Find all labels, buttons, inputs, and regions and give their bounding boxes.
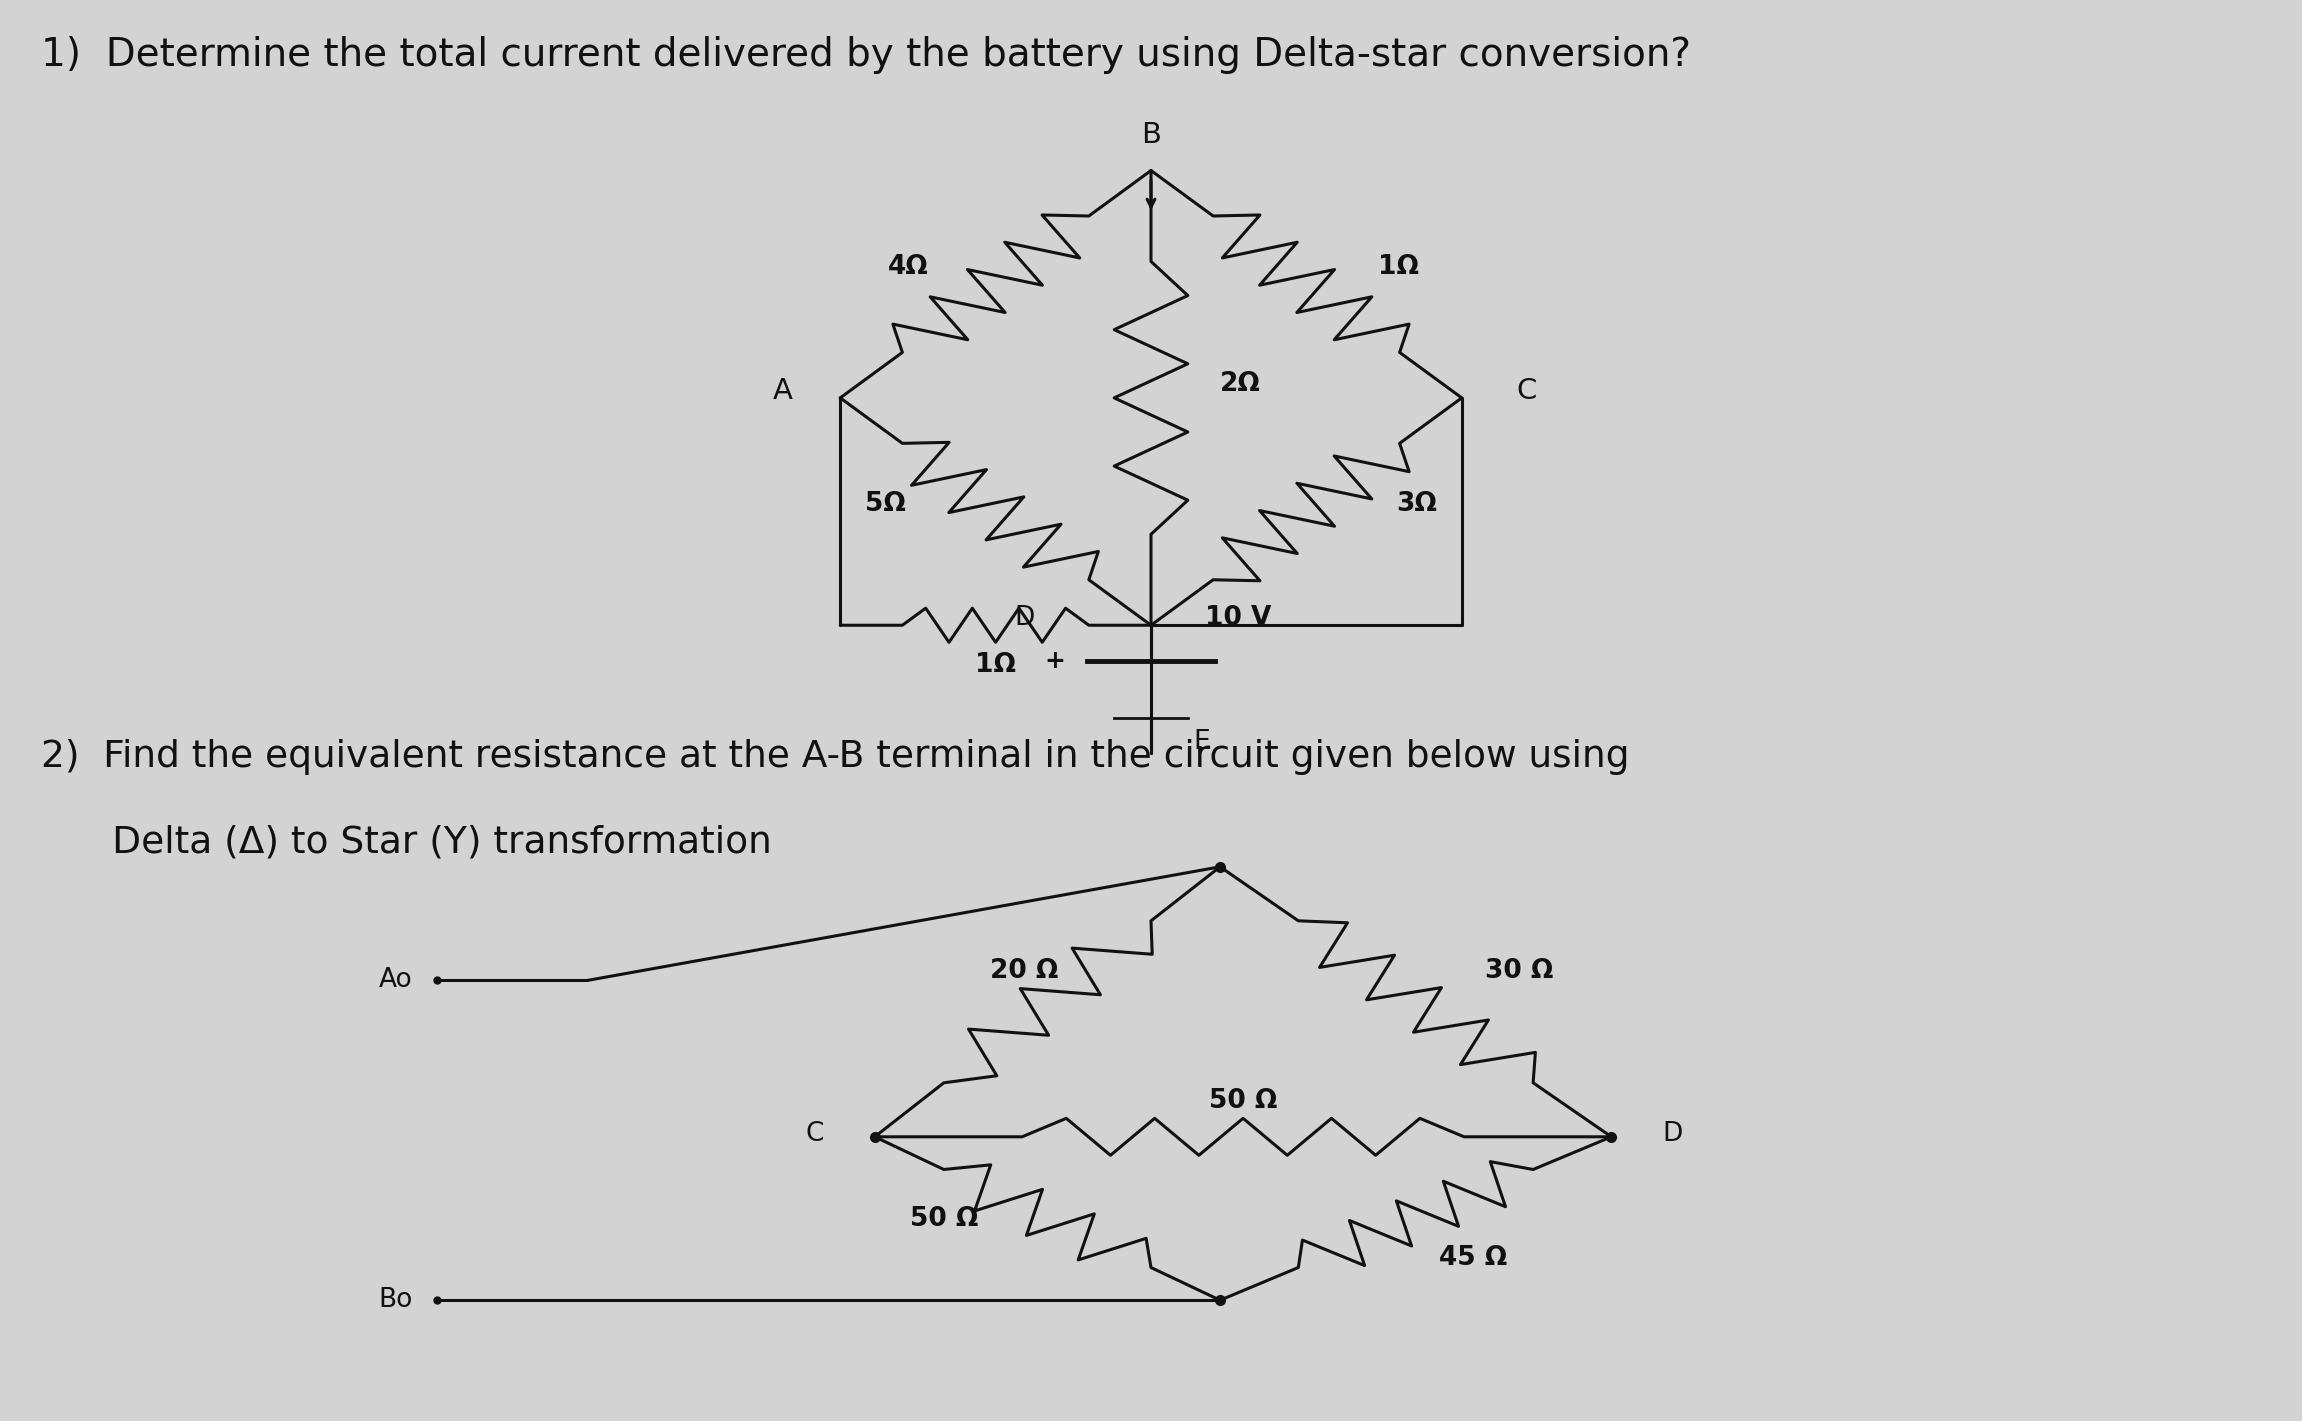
- Text: A: A: [773, 377, 792, 405]
- Text: 10 V: 10 V: [1206, 605, 1271, 631]
- Text: 20 Ω: 20 Ω: [990, 958, 1059, 983]
- Text: 1)  Determine the total current delivered by the battery using Delta-star conver: 1) Determine the total current delivered…: [41, 36, 1692, 74]
- Text: 4Ω: 4Ω: [889, 254, 928, 280]
- Text: 2Ω: 2Ω: [1220, 371, 1261, 396]
- Text: C: C: [806, 1121, 824, 1147]
- Text: B: B: [1142, 121, 1160, 149]
- Text: Bo: Bo: [380, 1287, 412, 1313]
- Text: 30 Ω: 30 Ω: [1485, 958, 1554, 983]
- Text: Ao: Ao: [380, 968, 412, 993]
- Text: 50 Ω: 50 Ω: [1209, 1088, 1278, 1114]
- Text: E: E: [1192, 729, 1211, 755]
- Text: 1Ω: 1Ω: [976, 652, 1015, 678]
- Text: C: C: [1517, 377, 1535, 405]
- Text: 1Ω: 1Ω: [1379, 254, 1418, 280]
- Text: 50 Ω: 50 Ω: [909, 1205, 978, 1232]
- Text: Delta (Δ) to Star (Y) transformation: Delta (Δ) to Star (Y) transformation: [41, 824, 771, 860]
- Text: +: +: [1043, 649, 1066, 672]
- Text: D: D: [1015, 605, 1034, 631]
- Text: D: D: [1662, 1121, 1683, 1147]
- Text: 5Ω: 5Ω: [866, 492, 905, 517]
- Text: 2)  Find the equivalent resistance at the A-B terminal in the circuit given belo: 2) Find the equivalent resistance at the…: [41, 739, 1630, 774]
- Text: 3Ω: 3Ω: [1397, 492, 1436, 517]
- Text: 45 Ω: 45 Ω: [1439, 1245, 1508, 1272]
